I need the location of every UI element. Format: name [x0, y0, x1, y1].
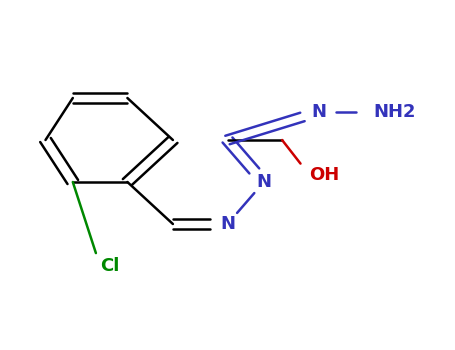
Text: Cl: Cl	[100, 257, 120, 275]
Text: OH: OH	[309, 166, 339, 184]
Text: N: N	[257, 173, 271, 191]
Text: N: N	[220, 215, 235, 233]
Text: N: N	[311, 103, 326, 121]
Text: NH2: NH2	[373, 103, 415, 121]
